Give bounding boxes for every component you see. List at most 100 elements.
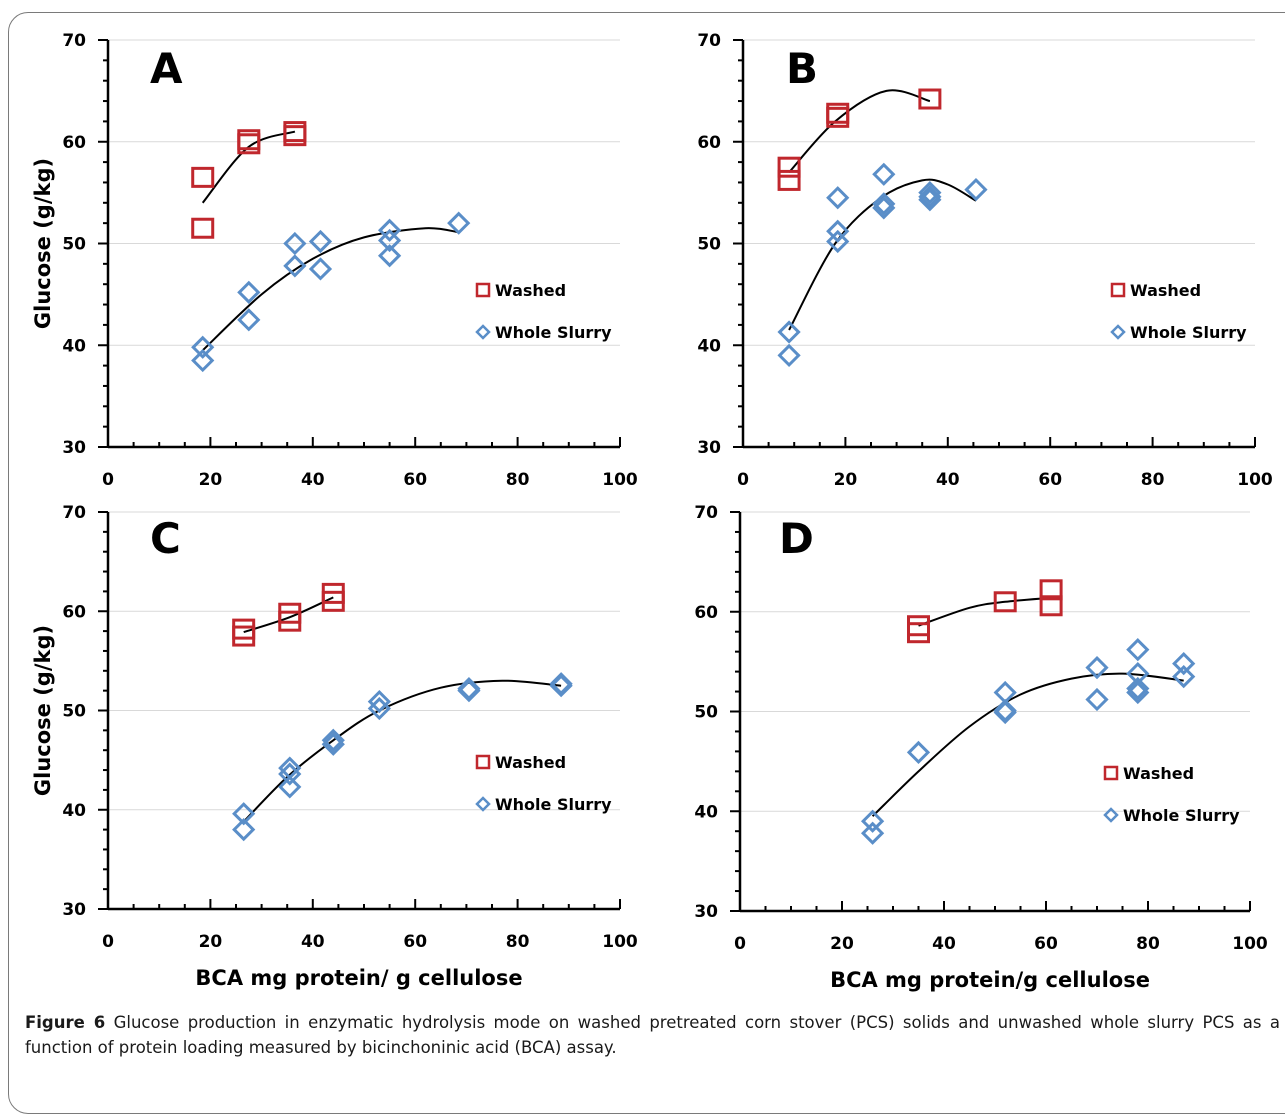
series-washed bbox=[777, 88, 942, 191]
y-tick-label: 60 bbox=[62, 133, 86, 153]
whole-slurry-point bbox=[457, 679, 481, 703]
figure-caption: Figure 6 Glucose production in enzymatic… bbox=[25, 1010, 1280, 1060]
legend-whole-slurry-marker bbox=[1110, 324, 1126, 340]
x-tick-label: 100 bbox=[1232, 934, 1268, 954]
washed-point bbox=[1039, 595, 1063, 617]
y-tick-label: 70 bbox=[62, 31, 86, 51]
series-washed bbox=[232, 582, 345, 647]
legend-whole-slurry-marker bbox=[475, 796, 491, 812]
panel-letter: A bbox=[150, 44, 183, 93]
washed-point bbox=[826, 106, 850, 128]
trendline bbox=[788, 89, 931, 173]
whole-slurry-point bbox=[1172, 664, 1196, 689]
panel-letter: C bbox=[150, 514, 181, 563]
x-tick-label: 0 bbox=[102, 932, 114, 952]
legend: Washed Whole Slurry bbox=[1110, 281, 1247, 342]
y-axis-title: Glucose (g/kg) bbox=[31, 158, 55, 329]
legend-washed-marker bbox=[1103, 765, 1119, 781]
series-whole-slurry bbox=[860, 638, 1196, 845]
x-tick-label: 40 bbox=[936, 470, 960, 490]
legend-label: Washed bbox=[495, 753, 566, 772]
x-tick-label: 20 bbox=[199, 470, 223, 490]
whole-slurry-point bbox=[860, 821, 885, 845]
x-tick-label: 40 bbox=[301, 470, 325, 490]
legend: Washed Whole Slurry bbox=[475, 753, 612, 814]
legend-label: Whole Slurry bbox=[1130, 323, 1247, 342]
whole-slurry-point bbox=[278, 775, 302, 799]
whole-slurry-point bbox=[826, 219, 850, 243]
x-tick-label: 40 bbox=[301, 932, 325, 952]
legend-label: Whole Slurry bbox=[495, 323, 612, 342]
whole-slurry-point bbox=[993, 700, 1017, 725]
whole-slurry-point bbox=[191, 348, 215, 373]
y-tick-label: 50 bbox=[694, 703, 718, 723]
whole-slurry-point bbox=[321, 728, 345, 752]
y-tick-label: 60 bbox=[697, 133, 721, 153]
x-tick-label: 60 bbox=[1038, 470, 1062, 490]
whole-slurry-point bbox=[1126, 676, 1150, 701]
whole-slurry-point bbox=[237, 308, 261, 332]
whole-slurry-point bbox=[918, 188, 942, 212]
whole-slurry-point bbox=[377, 218, 402, 242]
whole-slurry-point bbox=[237, 280, 261, 304]
whole-slurry-point bbox=[283, 254, 307, 278]
trendline bbox=[243, 596, 334, 634]
figure-panels: 30 40 50 60 70 0 20 40 60 80 100 Glucose (g/kg) A Was… bbox=[31, 31, 1273, 992]
x-tick-label: 100 bbox=[602, 470, 638, 490]
x-tick-label: 20 bbox=[834, 470, 858, 490]
legend-washed-marker bbox=[475, 754, 491, 770]
y-axis-title: Glucose (g/kg) bbox=[31, 625, 55, 796]
whole-slurry-point bbox=[447, 211, 471, 235]
whole-slurry-point bbox=[549, 674, 573, 698]
x-tick-label: 100 bbox=[602, 932, 638, 952]
legend-label: Whole Slurry bbox=[495, 795, 612, 814]
trendline bbox=[871, 672, 1184, 817]
whole-slurry-point bbox=[232, 817, 256, 842]
whole-slurry-point bbox=[1085, 655, 1109, 680]
y-tick-label: 30 bbox=[62, 438, 86, 458]
trendline bbox=[201, 130, 296, 204]
whole-slurry-point bbox=[860, 809, 885, 833]
legend-label: Whole Slurry bbox=[1123, 806, 1240, 825]
y-tick-label: 50 bbox=[62, 702, 86, 722]
whole-slurry-point bbox=[872, 162, 896, 186]
trendline bbox=[202, 227, 459, 352]
whole-slurry-point bbox=[367, 689, 391, 714]
washed-point bbox=[777, 156, 801, 178]
y-tick-label: 50 bbox=[62, 235, 86, 255]
x-tick-label: 80 bbox=[1141, 470, 1165, 490]
whole-slurry-point bbox=[826, 186, 850, 210]
series-washed bbox=[907, 579, 1063, 644]
legend: Washed Whole Slurry bbox=[475, 281, 612, 342]
y-tick-label: 70 bbox=[62, 503, 86, 523]
panel-letter: B bbox=[786, 44, 818, 93]
y-tick-label: 30 bbox=[694, 902, 718, 922]
whole-slurry-point bbox=[872, 196, 896, 220]
x-tick-label: 0 bbox=[734, 934, 746, 954]
y-tick-label: 60 bbox=[694, 603, 718, 623]
legend-whole-slurry-marker bbox=[475, 324, 491, 340]
trendline bbox=[788, 178, 977, 331]
washed-point bbox=[232, 625, 256, 647]
x-tick-label: 80 bbox=[506, 470, 530, 490]
washed-point bbox=[777, 169, 801, 191]
panel-a: 30 40 50 60 70 0 20 40 60 80 100 Glucose (g/kg) A Was… bbox=[31, 31, 638, 490]
caption-label: Figure 6 bbox=[25, 1013, 106, 1032]
washed-point bbox=[278, 610, 302, 632]
whole-slurry-point bbox=[1172, 651, 1196, 676]
x-axis-title: BCA mg protein/ g cellulose bbox=[195, 966, 522, 990]
whole-slurry-point bbox=[1126, 638, 1150, 662]
washed-point bbox=[907, 622, 930, 644]
whole-slurry-point bbox=[918, 185, 942, 209]
x-tick-label: 80 bbox=[1136, 934, 1160, 954]
whole-slurry-point bbox=[377, 228, 402, 253]
y-tick-label: 60 bbox=[62, 602, 86, 622]
y-tick-label: 70 bbox=[697, 31, 721, 51]
washed-point bbox=[321, 590, 345, 612]
x-tick-label: 100 bbox=[1237, 470, 1273, 490]
whole-slurry-point bbox=[367, 696, 391, 721]
washed-point bbox=[237, 133, 261, 155]
trendline bbox=[918, 596, 1052, 627]
whole-slurry-point bbox=[321, 732, 345, 756]
caption-text: Glucose production in enzymatic hydrolys… bbox=[25, 1013, 1281, 1057]
